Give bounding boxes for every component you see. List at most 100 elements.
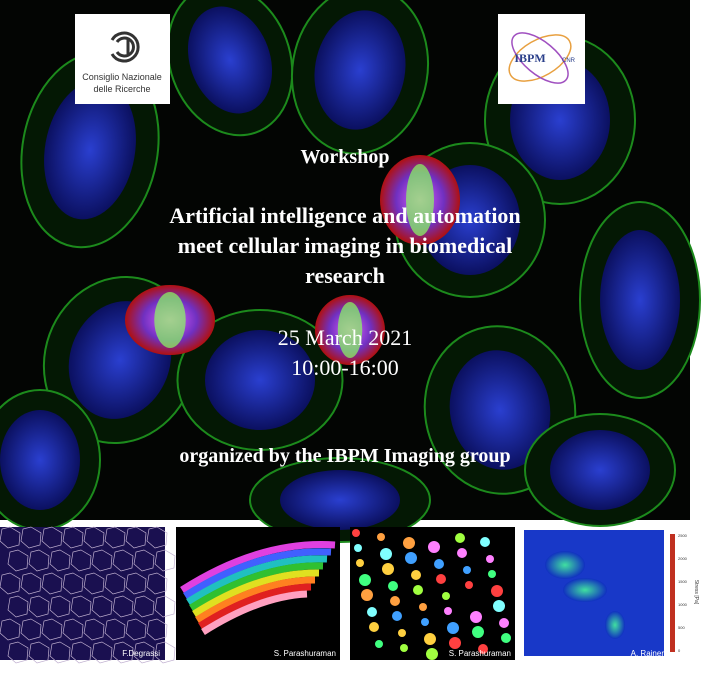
cell-outline [91,549,113,572]
cnr-logo-mark [110,31,140,63]
nucleus-blob [403,537,415,549]
event-title: meet cellular imaging in biomedical [178,233,512,258]
cell-outline [0,618,21,641]
cell-outline [28,595,50,618]
cell-outline [62,572,84,595]
ibpm-logo-name: IBPM [514,51,545,65]
nucleus-blob [470,611,482,623]
heat-spot [563,578,607,602]
nucleus-blob [377,533,385,541]
cell-outline [20,618,42,641]
cell-nucleus [0,410,80,510]
cell-nucleus [314,10,406,130]
nucleus-blob [380,548,392,560]
cell-outline [146,526,168,549]
cell-nucleus [205,330,315,430]
heat-spot [605,611,625,639]
cell-outline [41,526,63,549]
cell-outline [70,641,92,664]
cell-outline [83,526,105,549]
nucleus-blob [361,589,373,601]
cell-outline [112,595,134,618]
spindle [406,164,434,236]
nucleus-blob [426,648,438,660]
stripe [180,541,336,593]
nucleus-blob [367,607,377,617]
cell-outline [154,595,176,618]
panel-credit: F.Degrassi [122,649,160,658]
colorbar-tick: 2500 [678,533,688,538]
nucleus-blob [356,559,364,567]
cell-outline [20,526,42,549]
stripe [183,548,332,599]
nucleus-blob [434,559,444,569]
nucleus-blob [472,626,484,638]
cell-nucleus [280,470,400,530]
cell-outline [62,526,84,549]
colorbar-tick: 1500 [678,579,688,584]
event-time: 10:00-16:00 [291,355,399,380]
colorbar-tick: 1000 [678,602,688,607]
nucleus-blob [436,574,446,584]
nucleus-blob [449,637,461,649]
nucleus-blob [390,596,400,606]
nucleus-blob [455,533,465,543]
cell-outline [91,641,113,664]
colorbar-tick: 0 [678,648,681,653]
nucleus-blob [392,611,402,621]
cell-outline [0,526,21,549]
cell-outline [41,618,63,641]
nucleus-blob [428,541,440,553]
event-kind: Workshop [301,146,390,168]
cell-outline [133,549,155,572]
cell-outline [83,572,105,595]
nucleus-blob [491,585,503,597]
colorbar-tick: 2000 [678,556,688,561]
nucleus-blob [405,552,417,564]
cell-outline [104,572,126,595]
stripe [195,576,316,623]
cell-nucleus [550,430,650,510]
event-title: research [305,263,385,288]
nucleus-blob [419,603,427,611]
nucleus-blob [359,574,371,586]
nucleus-blob [388,581,398,591]
cell-nucleus [600,230,680,370]
nucleus-blob [398,629,406,637]
nucleus-blob [444,607,452,615]
cell-outline [125,526,147,549]
heat-spot [545,551,585,579]
nucleus-blob [354,544,362,552]
cell-nucleus [449,350,551,470]
cell-outline [112,641,134,664]
cell-outline [70,595,92,618]
cell-outline [49,595,71,618]
colorbar-ticks: 2500 2000 1500 1000 500 0 [678,533,688,653]
panel-credit: S. Parashuraman [449,649,511,658]
nucleus-blob [499,618,509,628]
event-date: 25 March 2021 [278,325,412,350]
nucleus-blob [411,570,421,580]
cnr-logo-box [75,14,170,104]
cell-outline [49,549,71,572]
cell-outline [41,572,63,595]
panel-credit: A. Rainer [631,649,665,658]
cell-outline [7,641,29,664]
cell-outline [70,549,92,572]
cell-outline [83,618,105,641]
cell-outline [49,641,71,664]
panel-image [0,527,165,660]
stripe [192,569,320,617]
nucleus-blob [442,592,450,600]
nucleus-blob [488,570,496,578]
event-organizer: organized by the IBPM Imaging group [179,445,510,467]
cell-outline [91,595,113,618]
cell-outline [7,595,29,618]
cell-outline [112,549,134,572]
cell-outline [104,618,126,641]
cell-nucleus [44,80,136,220]
panel-pattern [180,541,336,635]
panel-pattern [352,529,511,660]
nucleus-blob [480,537,490,547]
